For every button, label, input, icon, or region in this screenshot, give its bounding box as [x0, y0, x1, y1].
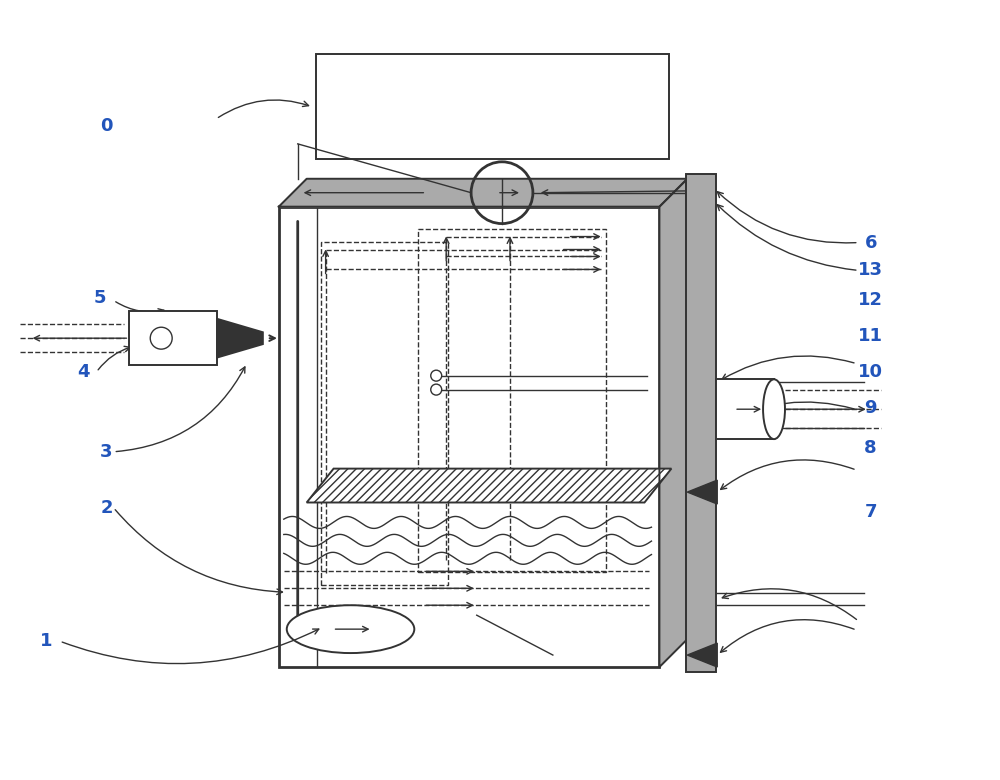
- Text: 1: 1: [40, 632, 53, 650]
- Text: 7: 7: [864, 502, 877, 520]
- Bar: [279, 207, 659, 667]
- Text: 10: 10: [858, 363, 883, 381]
- Polygon shape: [687, 643, 717, 667]
- Text: 9: 9: [864, 399, 877, 417]
- Bar: [418, 229, 606, 573]
- Bar: [129, 311, 217, 365]
- Text: 6: 6: [864, 233, 877, 251]
- Text: 4: 4: [77, 363, 90, 381]
- Polygon shape: [687, 480, 717, 504]
- Polygon shape: [217, 319, 263, 357]
- Ellipse shape: [287, 605, 414, 653]
- Bar: [686, 174, 716, 672]
- Polygon shape: [279, 179, 687, 207]
- Bar: [316, 54, 669, 159]
- Text: 12: 12: [858, 291, 883, 310]
- Bar: [321, 242, 448, 585]
- Text: 13: 13: [858, 261, 883, 279]
- Text: 2: 2: [100, 498, 113, 516]
- Text: 5: 5: [93, 289, 106, 307]
- Text: 0: 0: [100, 117, 113, 135]
- Polygon shape: [659, 179, 687, 667]
- Bar: [716, 379, 774, 439]
- Text: 3: 3: [100, 443, 113, 461]
- Polygon shape: [307, 469, 671, 502]
- Ellipse shape: [763, 379, 785, 439]
- Text: 11: 11: [858, 327, 883, 346]
- Text: 8: 8: [864, 439, 877, 457]
